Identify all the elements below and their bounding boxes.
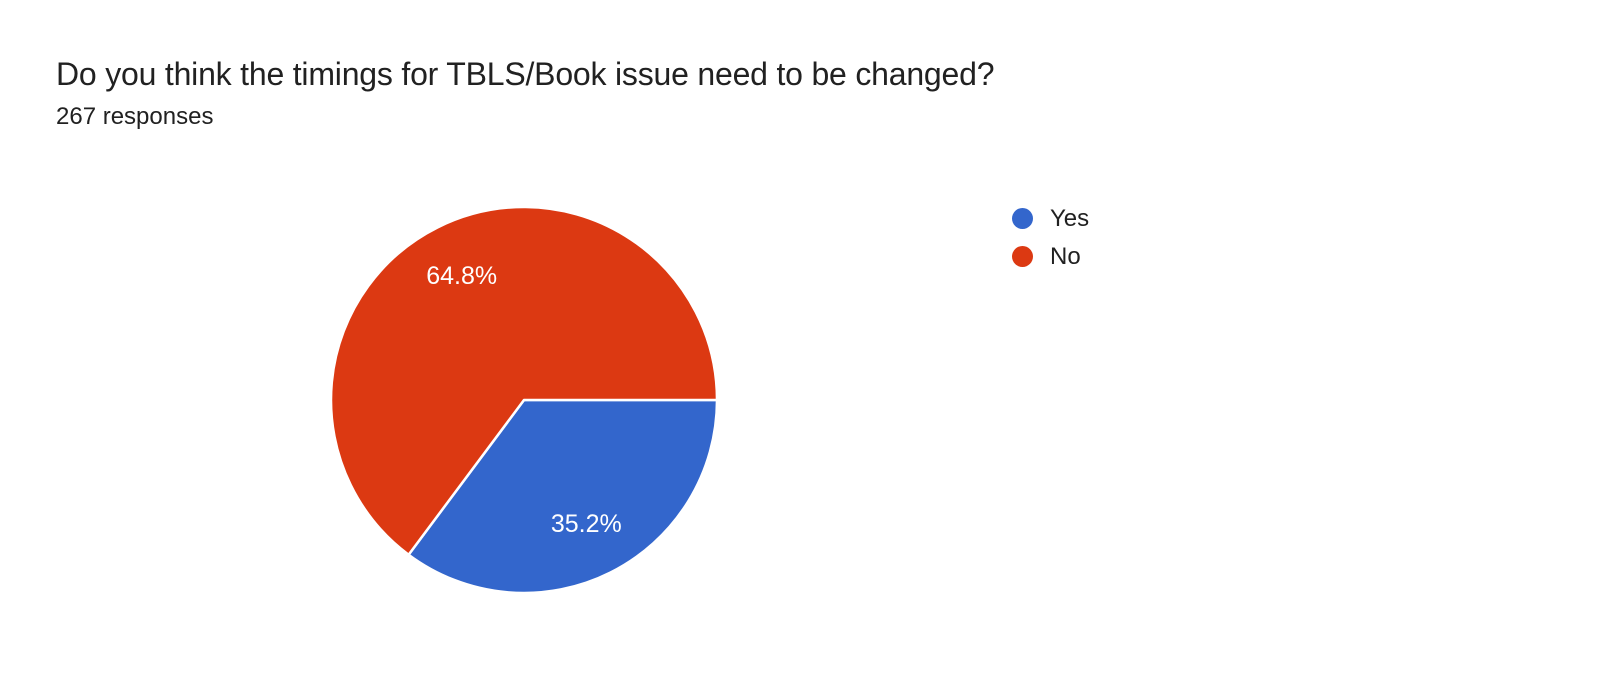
slice-percent-label-no: 64.8%	[426, 262, 497, 290]
pie-chart: 35.2% 64.8%	[329, 205, 719, 595]
legend-label-no: No	[1050, 242, 1081, 270]
legend-label-yes: Yes	[1050, 204, 1090, 232]
legend-swatch-yes-icon	[1012, 208, 1033, 229]
legend-item-yes: Yes	[1012, 206, 1089, 231]
slice-percent-label-yes: 35.2%	[551, 510, 622, 538]
chart-legend: Yes No	[1012, 206, 1089, 269]
legend-swatch-no-icon	[1012, 246, 1033, 267]
response-count: 267 responses	[56, 103, 214, 130]
question-title: Do you think the timings for TBLS/Book i…	[56, 56, 995, 92]
legend-item-no: No	[1012, 244, 1089, 269]
pie-slice-no[interactable]	[329, 205, 719, 556]
pie-slice-yes[interactable]	[407, 398, 719, 595]
